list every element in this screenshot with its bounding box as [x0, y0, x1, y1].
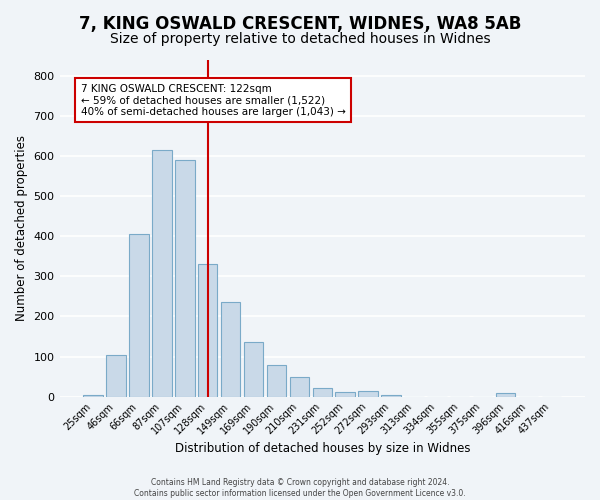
Text: 7 KING OSWALD CRESCENT: 122sqm
← 59% of detached houses are smaller (1,522)
40% : 7 KING OSWALD CRESCENT: 122sqm ← 59% of … — [80, 84, 346, 117]
Bar — [290, 376, 309, 396]
Bar — [152, 150, 172, 396]
Bar — [244, 342, 263, 396]
Bar — [175, 160, 194, 396]
Bar — [496, 394, 515, 396]
Bar — [129, 234, 149, 396]
Bar — [198, 264, 217, 396]
Bar — [381, 394, 401, 396]
Bar — [358, 390, 378, 396]
Bar — [335, 392, 355, 396]
Bar — [267, 366, 286, 396]
Text: 7, KING OSWALD CRESCENT, WIDNES, WA8 5AB: 7, KING OSWALD CRESCENT, WIDNES, WA8 5AB — [79, 15, 521, 33]
Bar — [313, 388, 332, 396]
Y-axis label: Number of detached properties: Number of detached properties — [15, 136, 28, 322]
Text: Contains HM Land Registry data © Crown copyright and database right 2024.
Contai: Contains HM Land Registry data © Crown c… — [134, 478, 466, 498]
Bar — [221, 302, 241, 396]
Bar — [83, 394, 103, 396]
Bar — [106, 354, 126, 397]
X-axis label: Distribution of detached houses by size in Widnes: Distribution of detached houses by size … — [175, 442, 470, 455]
Text: Size of property relative to detached houses in Widnes: Size of property relative to detached ho… — [110, 32, 490, 46]
